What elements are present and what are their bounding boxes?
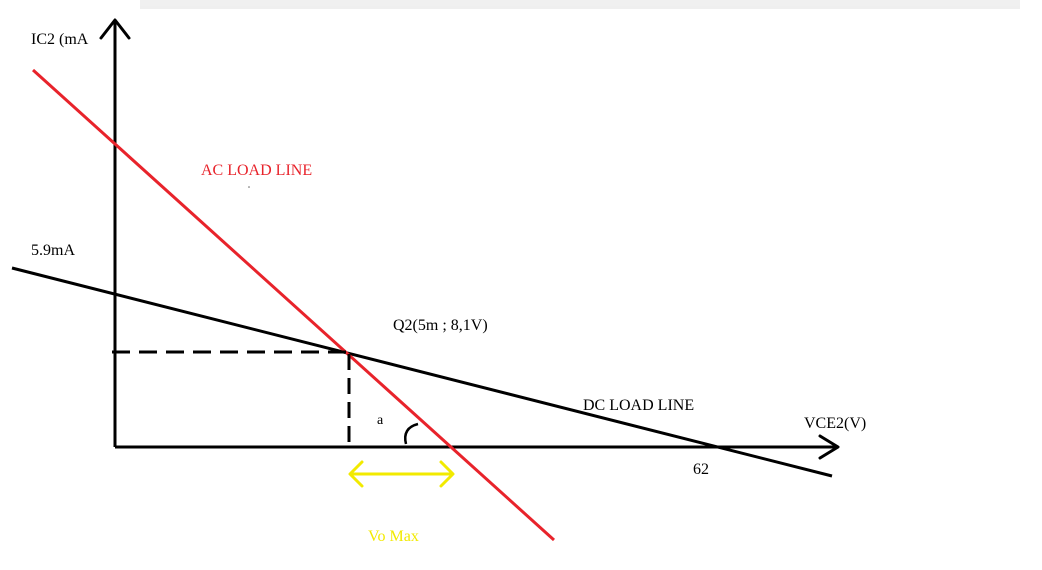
dc-load-line-label: DC LOAD LINE — [583, 397, 694, 414]
vo-max-arrow-left-head — [348, 460, 364, 488]
y-axis-label: IC2 (mA — [31, 31, 89, 48]
y-axis-arrow — [99, 18, 131, 40]
voltage-tick-label: 62 — [693, 461, 709, 478]
header-shadow-edge — [140, 6, 1020, 9]
q-point-label: Q2(5m ; 8,1V) — [393, 317, 488, 334]
dc-load-line — [11, 266, 833, 478]
ac-load-line-label: AC LOAD LINE — [201, 162, 312, 179]
angle-arc — [404, 422, 419, 445]
angle-label: a — [377, 413, 384, 428]
vo-max-label: Vo Max — [368, 528, 419, 545]
x-axis-arrow — [818, 434, 840, 460]
vo-max-arrow-right-head — [439, 460, 455, 488]
x-axis-label: VCE2(V) — [804, 415, 866, 432]
stray-dot — [248, 186, 250, 188]
current-tick-label: 5.9mA — [31, 242, 75, 259]
ac-load-line — [31, 68, 556, 542]
header-shadow — [140, 0, 1020, 6]
